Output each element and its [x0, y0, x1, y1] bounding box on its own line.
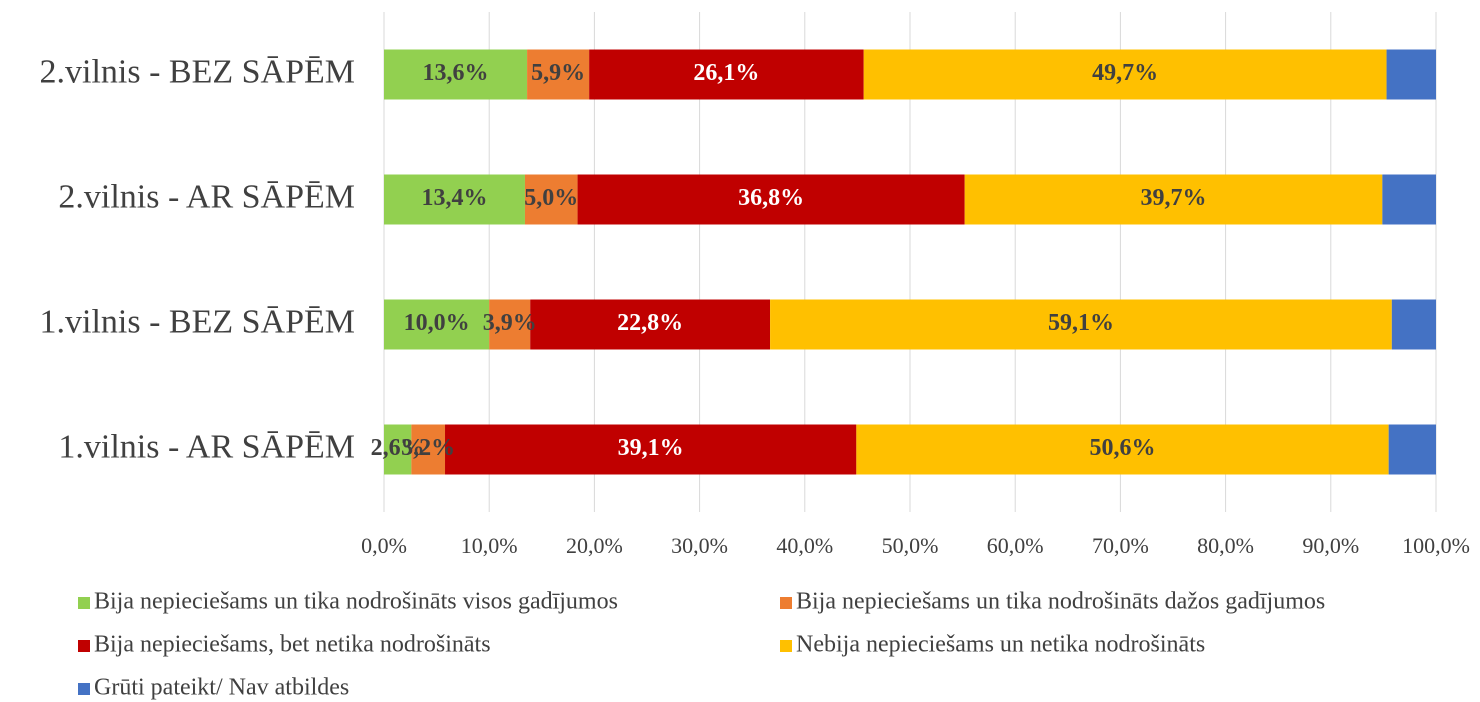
- bar-segment: [856, 424, 1389, 475]
- x-tick-label: 80,0%: [1197, 533, 1254, 558]
- bar-segment: [530, 299, 771, 350]
- bar-segment: [384, 299, 490, 350]
- x-tick-label: 0,0%: [361, 533, 407, 558]
- category-label: 1.vilnis - AR SĀPĒM: [58, 428, 355, 465]
- legend-swatch: [780, 597, 792, 609]
- x-tick-label: 50,0%: [882, 533, 939, 558]
- data-label: 5,0%: [524, 185, 578, 211]
- bar-segment: [527, 49, 590, 100]
- bar-segment: [1391, 299, 1436, 350]
- bar-segment: [1386, 49, 1436, 100]
- category-label: 1.vilnis - BEZ SĀPĒM: [40, 303, 355, 340]
- x-tick-label: 10,0%: [461, 533, 518, 558]
- bar-segment: [411, 424, 446, 475]
- x-tick-label: 30,0%: [671, 533, 728, 558]
- x-tick-label: 70,0%: [1092, 533, 1149, 558]
- data-label: 10,0%: [404, 310, 470, 336]
- legend-swatch: [780, 640, 792, 652]
- bar-segment: [489, 299, 531, 350]
- data-label: 2,6%: [371, 435, 425, 461]
- bar-segment: [1382, 174, 1436, 225]
- bar-segment: [863, 49, 1387, 100]
- bar-segment: [964, 174, 1383, 225]
- x-tick-label: 60,0%: [987, 533, 1044, 558]
- legend-swatch: [78, 597, 90, 609]
- data-label: 13,4%: [421, 185, 487, 211]
- data-label: 26,1%: [693, 60, 759, 86]
- legend-swatch: [78, 683, 90, 695]
- legend-label: Bija nepieciešams, bet netika nodrošināt…: [94, 632, 491, 658]
- data-label: 3,9%: [483, 310, 537, 336]
- legend-label: Bija nepieciešams un tika nodrošināts vi…: [94, 589, 618, 615]
- x-tick-label: 20,0%: [566, 533, 623, 558]
- x-tick-label: 90,0%: [1302, 533, 1359, 558]
- bar-segment: [384, 174, 525, 225]
- data-label: 13,6%: [423, 60, 489, 86]
- legend-label: Bija nepieciešams un tika nodrošināts da…: [796, 589, 1325, 615]
- legend-swatch: [78, 640, 90, 652]
- bar-segment: [589, 49, 864, 100]
- bar-segment: [384, 424, 412, 475]
- data-label: 5,9%: [531, 60, 585, 86]
- legend-label: Grūti pateikt/ Nav atbildes: [94, 675, 349, 701]
- bar-segment: [384, 49, 528, 100]
- category-label: 2.vilnis - AR SĀPĒM: [58, 178, 355, 215]
- data-label: 59,1%: [1048, 310, 1114, 336]
- data-label: 49,7%: [1092, 60, 1158, 86]
- data-label: 36,8%: [738, 185, 804, 211]
- x-tick-label: 40,0%: [776, 533, 833, 558]
- bar-segment: [770, 299, 1392, 350]
- data-label: 50,6%: [1090, 435, 1156, 461]
- data-label: 39,1%: [618, 435, 684, 461]
- data-label: 22,8%: [617, 310, 683, 336]
- x-tick-label: 100,0%: [1402, 533, 1470, 558]
- data-label: 3,2%: [401, 435, 455, 461]
- legend-label: Nebija nepieciešams un netika nodrošināt…: [796, 632, 1205, 658]
- category-label: 2.vilnis - BEZ SĀPĒM: [40, 53, 355, 90]
- data-label: 39,7%: [1141, 185, 1207, 211]
- bar-segment: [577, 174, 965, 225]
- bar-segment: [445, 424, 857, 475]
- bar-segment: [524, 174, 578, 225]
- bar-segment: [1388, 424, 1436, 475]
